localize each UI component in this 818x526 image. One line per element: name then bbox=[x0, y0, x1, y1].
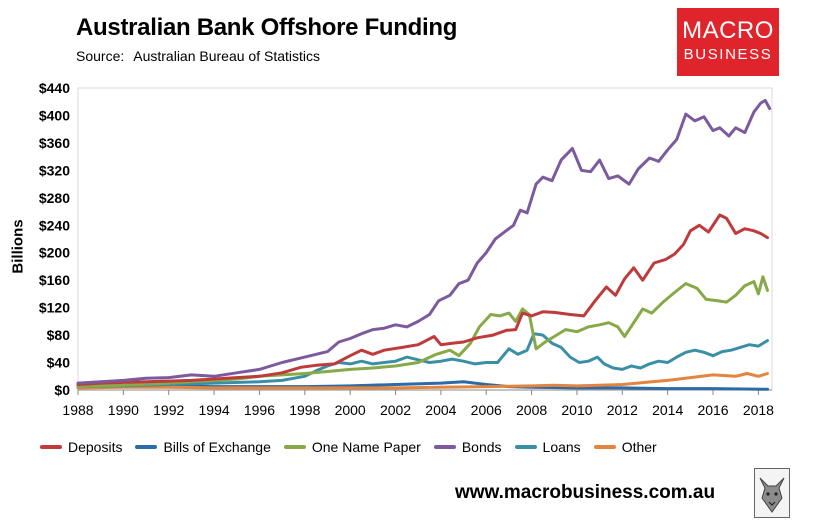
legend-swatch bbox=[40, 445, 62, 449]
wolf-logo-icon bbox=[754, 468, 790, 518]
source-value: Australian Bureau of Statistics bbox=[133, 48, 321, 64]
chart-title: Australian Bank Offshore Funding bbox=[76, 14, 458, 41]
legend-swatch bbox=[433, 445, 456, 449]
y-tick-label: $40 bbox=[47, 355, 71, 371]
x-tick-label: 1988 bbox=[62, 402, 93, 418]
series-lines bbox=[76, 98, 772, 391]
y-tick-label: $320 bbox=[39, 162, 70, 178]
x-tick-label: 2008 bbox=[516, 402, 547, 418]
x-tick-label: 2006 bbox=[471, 402, 502, 418]
x-tick-label: 2002 bbox=[380, 402, 411, 418]
series-line-deposits bbox=[76, 213, 769, 386]
source-line: Source: Australian Bureau of Statistics bbox=[76, 48, 320, 64]
legend-item-other: Other bbox=[593, 439, 657, 455]
legend-item-one-name-paper: One Name Paper bbox=[283, 439, 421, 455]
x-tick-label: 1992 bbox=[153, 402, 184, 418]
legend-swatch bbox=[514, 445, 537, 449]
x-tick-label: 2000 bbox=[335, 402, 366, 418]
legend-label: Loans bbox=[542, 439, 581, 455]
legend-item-bonds: Bonds bbox=[433, 439, 502, 455]
logo-line2: BUSINESS bbox=[683, 46, 773, 63]
website-url: www.macrobusiness.com.au bbox=[455, 482, 716, 503]
source-label: Source: bbox=[76, 48, 125, 64]
x-tick-label: 1990 bbox=[108, 402, 139, 418]
x-tick-label: 2016 bbox=[697, 402, 728, 418]
y-tick-label: $440 bbox=[39, 80, 70, 96]
x-tick-label: 1994 bbox=[199, 402, 230, 418]
y-axis: $0 $40 $80 $120 $160 $200 $240 $280 $320 $360 $400… bbox=[39, 80, 70, 398]
y-tick-label: $200 bbox=[39, 245, 70, 261]
x-tick-label: 2014 bbox=[652, 402, 683, 418]
chart-legend: Deposits Bills of Exchange One Name Paper B… bbox=[40, 436, 670, 458]
logo-line1: MACRO bbox=[682, 17, 774, 44]
x-tick-label: 2010 bbox=[561, 402, 592, 418]
y-tick-label: $360 bbox=[39, 135, 70, 151]
x-tick-label: 1998 bbox=[289, 402, 320, 418]
y-tick-label: $280 bbox=[39, 190, 70, 206]
legend-label: Bonds bbox=[461, 439, 502, 455]
legend-label: One Name Paper bbox=[311, 439, 421, 455]
y-tick-label: $120 bbox=[39, 300, 70, 316]
series-line-bonds bbox=[76, 98, 772, 385]
legend-item-loans: Loans bbox=[514, 439, 581, 455]
y-tick-label: $80 bbox=[47, 327, 71, 343]
x-tick-label: 1996 bbox=[244, 402, 275, 418]
legend-item-deposits: Deposits bbox=[40, 439, 122, 455]
legend-swatch bbox=[593, 445, 616, 449]
legend-label: Other bbox=[621, 439, 657, 455]
series-line-other bbox=[76, 372, 769, 390]
x-tick-label: 2018 bbox=[743, 402, 774, 418]
x-axis: 1988 1990 1992 1994 1996 1998 2000 2002 2004 2006… bbox=[62, 389, 774, 418]
legend-swatch bbox=[283, 445, 306, 449]
y-tick-label: $400 bbox=[39, 107, 70, 123]
series-line-one-name-paper bbox=[76, 275, 769, 389]
y-tick-label: $0 bbox=[54, 382, 70, 398]
legend-swatch bbox=[135, 445, 158, 449]
plot-area bbox=[77, 87, 773, 391]
x-tick-label: 2004 bbox=[425, 402, 456, 418]
legend-label: Bills of Exchange bbox=[163, 439, 271, 455]
legend-label: Deposits bbox=[68, 439, 123, 455]
macrobusiness-logo: MACRO BUSINESS bbox=[677, 8, 779, 76]
y-tick-label: $160 bbox=[39, 272, 70, 288]
x-tick-label: 2012 bbox=[607, 402, 638, 418]
legend-item-bills-of-exchange: Bills of Exchange bbox=[135, 439, 271, 455]
y-tick-label: $240 bbox=[39, 217, 70, 233]
